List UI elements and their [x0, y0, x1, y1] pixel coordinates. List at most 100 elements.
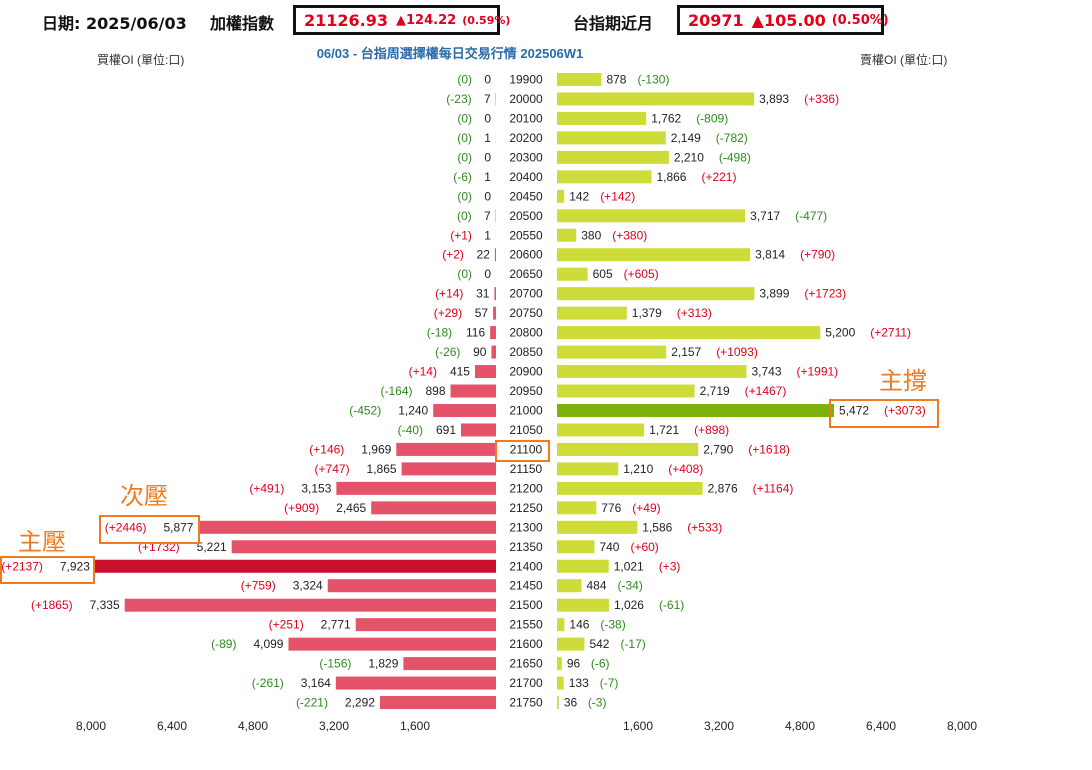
call-oi-value: 90 — [473, 345, 487, 359]
call-oi-change: (+491) — [249, 481, 284, 495]
call-oi-change: (+1) — [450, 228, 472, 242]
secondary-pressure-note: 次壓 — [120, 482, 168, 510]
call-oi-value: 0 — [484, 111, 491, 125]
support-highlight — [829, 399, 939, 428]
call-oi-change: (+251) — [269, 618, 304, 632]
strike-label: 20600 — [509, 248, 543, 262]
call-oi-value: 0 — [484, 73, 491, 87]
futures-percent: (0.50%) — [831, 12, 889, 28]
strike-label: 19900 — [509, 73, 543, 87]
call-oi-value: 1 — [484, 228, 491, 242]
call-oi-value: 4,099 — [253, 637, 283, 651]
call-oi-value: 5,877 — [163, 520, 193, 534]
put-oi-change: (-130) — [637, 73, 669, 87]
call-bar — [336, 481, 496, 495]
put-bar — [557, 209, 746, 223]
put-oi-change: (+533) — [687, 520, 722, 534]
call-oi-change: (0) — [457, 111, 472, 125]
put-oi-change: (+408) — [668, 462, 703, 476]
strike-label: 20100 — [509, 111, 543, 125]
strike-label: 20700 — [509, 287, 543, 301]
x-tick-label: 1,600 — [400, 719, 430, 733]
strike-label: 21500 — [509, 598, 543, 612]
call-oi-value: 7,335 — [90, 598, 120, 612]
secondary-pressure-highlight — [99, 515, 200, 544]
call-oi-change: (+1865) — [31, 598, 73, 612]
put-bar — [557, 306, 627, 320]
support-note: 主撐 — [879, 367, 927, 395]
put-oi-change: (+380) — [612, 228, 647, 242]
put-bar — [557, 696, 559, 710]
call-oi-change: (+747) — [315, 462, 350, 476]
call-oi-value: 3,324 — [293, 579, 323, 593]
put-oi-change: (+1164) — [753, 481, 794, 495]
put-oi-change: (+605) — [624, 267, 659, 281]
call-oi-change: (-261) — [252, 676, 284, 690]
strike-label: 20750 — [509, 306, 543, 320]
call-oi-value: 0 — [484, 150, 491, 164]
put-oi-change: (+336) — [804, 92, 839, 106]
call-oi-value: 5,221 — [197, 540, 227, 554]
call-oi-value: 0 — [484, 267, 491, 281]
call-oi-change: (+29) — [434, 306, 462, 320]
main-pressure-note: 主壓 — [18, 528, 66, 556]
put-oi-change: (+790) — [800, 248, 835, 262]
call-bar — [494, 287, 496, 301]
call-oi-value: 7 — [484, 92, 491, 106]
put-bar — [557, 442, 699, 456]
put-oi-change: (+1618) — [748, 442, 790, 456]
put-oi-change: (-477) — [795, 209, 827, 223]
put-oi-change: (+142) — [600, 189, 635, 203]
call-bar — [396, 442, 496, 456]
put-bar — [557, 267, 588, 281]
call-oi-change: (+759) — [241, 579, 276, 593]
call-bar — [198, 520, 496, 534]
strike-label: 21250 — [509, 501, 543, 515]
put-oi-value: 776 — [601, 501, 621, 515]
date-label-text: 日期: — [42, 14, 81, 33]
put-oi-change: (+1991) — [796, 365, 838, 379]
put-oi-value: 3,717 — [750, 209, 780, 223]
put-bar — [557, 462, 619, 476]
put-oi-change: (+313) — [677, 306, 712, 320]
strike-label: 20400 — [509, 170, 543, 184]
put-bar — [557, 637, 585, 651]
call-oi-change: (0) — [457, 267, 472, 281]
put-bar — [557, 384, 695, 398]
put-bar — [557, 248, 751, 262]
put-oi-value: 2,719 — [700, 384, 730, 398]
futures-quote-box: 20971 ▲105.00 (0.50%) — [677, 5, 889, 35]
put-oi-change: (+49) — [632, 501, 660, 515]
put-oi-value: 380 — [581, 228, 601, 242]
strike-label: 21000 — [509, 403, 543, 417]
strike-label: 20800 — [509, 326, 543, 340]
futures-label: 台指期近月 — [573, 14, 654, 33]
strike-label: 21350 — [509, 540, 543, 554]
date-value: 2025/06/03 — [85, 14, 187, 33]
put-oi-change: (-34) — [618, 579, 643, 593]
put-oi-change: (+221) — [701, 170, 736, 184]
index-quote-box: 21126.93 ▲124.22 (0.59%) — [293, 5, 510, 35]
put-oi-value: 3,814 — [755, 248, 785, 262]
call-oi-change: (0) — [457, 189, 472, 203]
put-oi-change: (-3) — [588, 696, 607, 710]
put-oi-change: (-782) — [716, 131, 748, 145]
strike-label: 21200 — [509, 481, 543, 495]
x-tick-label: 8,000 — [947, 719, 977, 733]
call-oi-value: 898 — [426, 384, 446, 398]
call-bar — [371, 501, 496, 515]
call-oi-change: (-221) — [296, 696, 328, 710]
call-bar — [490, 326, 496, 340]
put-bar — [557, 345, 667, 359]
call-oi-change: (-18) — [427, 326, 452, 340]
put-oi-change: (-61) — [659, 598, 684, 612]
call-oi-value: 1,865 — [367, 462, 397, 476]
strike-label: 21150 — [510, 462, 543, 476]
strike-label: 20900 — [509, 365, 543, 379]
call-oi-value: 7,923 — [60, 559, 90, 573]
put-bar — [557, 111, 647, 125]
put-oi-value: 605 — [593, 267, 613, 281]
put-bar — [557, 189, 565, 203]
call-oi-change: (0) — [457, 73, 472, 87]
